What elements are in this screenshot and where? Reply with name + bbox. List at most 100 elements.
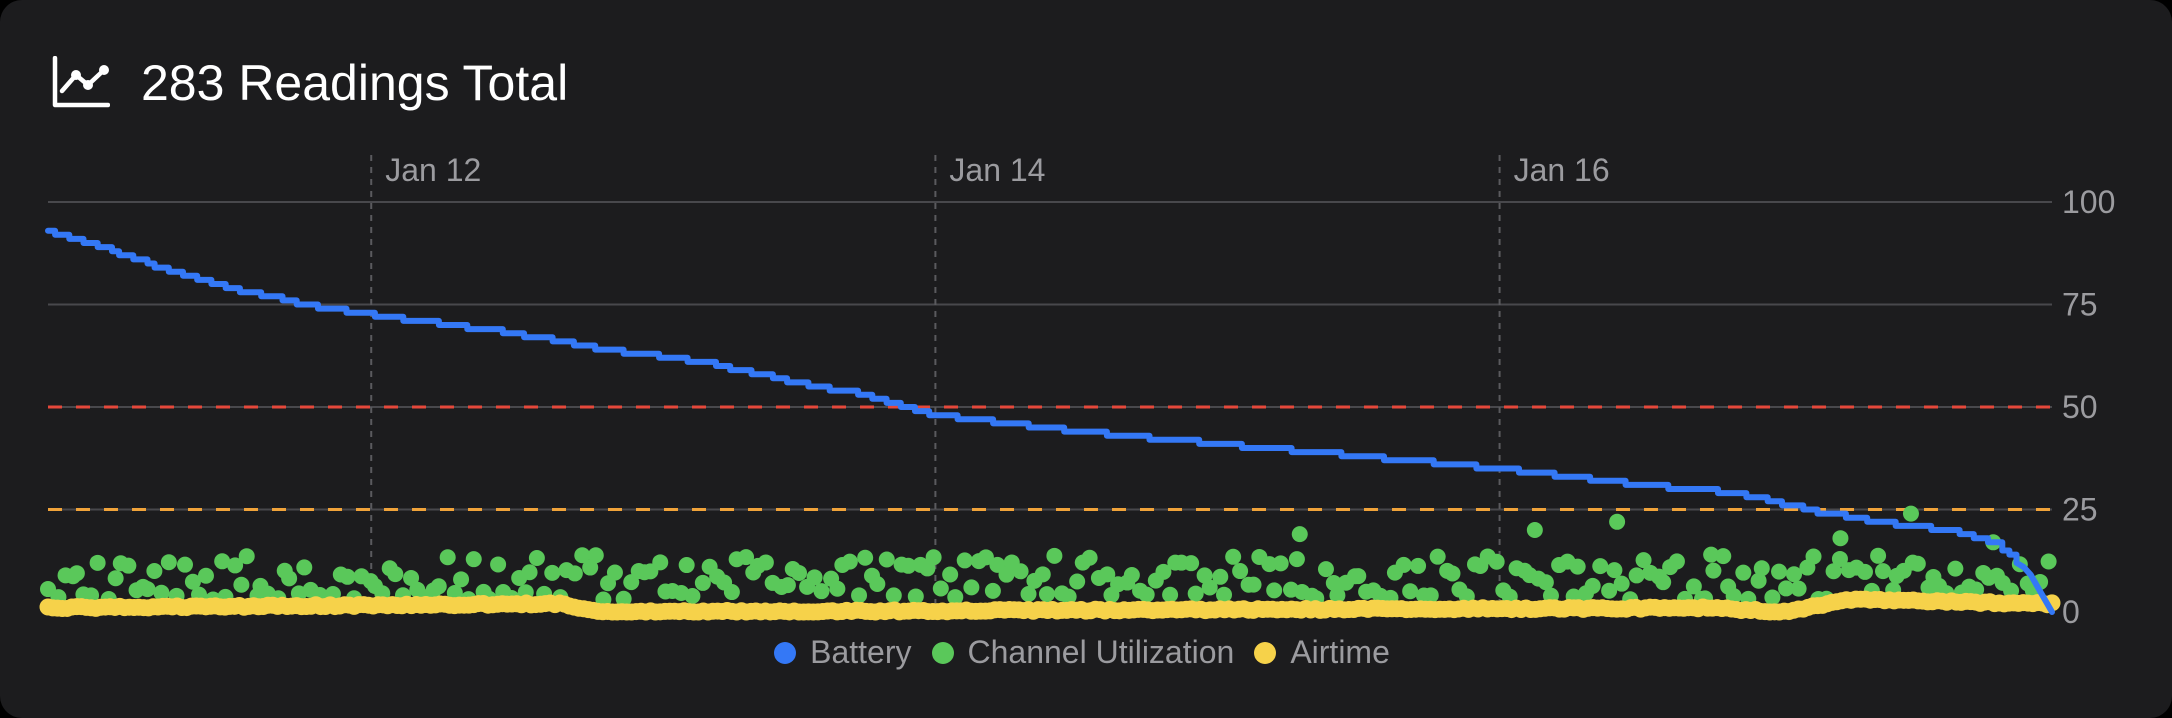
channel-utilization-point	[1225, 548, 1242, 565]
channel-utilization-point	[1155, 563, 1172, 580]
channel-utilization-point	[900, 557, 917, 574]
channel-utilization-point	[574, 547, 591, 564]
channel-utilization-point	[1329, 587, 1346, 604]
y-tick-label: 75	[2062, 287, 2098, 323]
y-tick-label: 0	[2062, 594, 2080, 630]
channel-utilization-point	[678, 557, 695, 574]
channel-utilization-point	[1212, 568, 1229, 585]
legend-dot	[1254, 641, 1277, 664]
channel-utilization-point	[1034, 566, 1051, 583]
channel-utilization-point	[1069, 573, 1086, 590]
airtime-series	[39, 590, 2061, 621]
channel-utilization-point	[521, 564, 538, 581]
channel-utilization-point	[1735, 564, 1752, 581]
channel-utilization-point	[1216, 586, 1233, 603]
channel-utilization-point	[738, 549, 755, 566]
channel-utilization-point	[1325, 575, 1342, 592]
channel-utilization-point	[566, 565, 583, 582]
x-tick-label: Jan 16	[1514, 152, 1610, 188]
channel-utilization-point	[1350, 568, 1367, 585]
x-tick-label: Jan 14	[949, 152, 1045, 188]
channel-utilization-point	[963, 579, 980, 596]
channel-utilization-point	[1020, 586, 1037, 603]
channel-utilization-point	[806, 569, 823, 586]
channel-utilization-point	[723, 584, 740, 601]
channel-utilization-point	[1187, 585, 1204, 602]
channel-utilization-point	[1422, 587, 1439, 604]
channel-utilization-point	[238, 548, 255, 565]
channel-utilization-point	[1201, 579, 1218, 596]
channel-utilization-point	[977, 549, 994, 566]
channel-utilization-point	[176, 556, 193, 573]
channel-utilization-point	[1288, 551, 1305, 568]
channel-utilization-point	[1628, 567, 1645, 584]
channel-utilization-point	[89, 554, 106, 571]
channel-utilization-point	[1606, 562, 1623, 579]
channel-utilization-point	[1703, 546, 1720, 563]
legend-label: Airtime	[1290, 634, 1390, 670]
channel-utilization-point	[1232, 563, 1249, 580]
channel-utilization-point	[1162, 586, 1179, 603]
channel-utilization-point	[684, 588, 701, 605]
channel-utilization-point	[1805, 548, 1822, 565]
channel-utilization-point	[1038, 586, 1055, 603]
channel-utilization-point	[439, 549, 456, 566]
channel-utilization-point	[1609, 513, 1626, 530]
channel-utilization-point	[1705, 562, 1722, 579]
channel-utilization-point	[1099, 566, 1116, 583]
channel-utilization-point	[998, 566, 1015, 583]
channel-utilization-point	[1874, 563, 1891, 580]
channel-utilization-point	[233, 576, 250, 593]
channel-utilization-point	[907, 588, 924, 605]
channel-utilization-point	[1613, 575, 1630, 592]
channel-utilization-point	[1592, 558, 1609, 575]
battery-series	[45, 227, 2055, 615]
channel-utilization-point	[813, 583, 830, 600]
channel-utilization-point	[984, 582, 1001, 599]
channel-utilization-point	[878, 551, 895, 568]
channel-utilization-point	[1753, 560, 1770, 577]
channel-utilization-point	[1902, 505, 1919, 522]
channel-utilization-point	[1488, 553, 1505, 570]
channel-utilization-point	[1825, 563, 1842, 580]
channel-utilization-point	[841, 553, 858, 570]
legend-dot	[931, 641, 954, 664]
x-axis: Jan 12 Jan 14 Jan 16	[370, 152, 1610, 612]
channel-utilization-point	[1856, 563, 1873, 580]
channel-utilization-point	[153, 584, 170, 601]
channel-utilization-point	[1060, 588, 1077, 605]
channel-utilization-point	[1832, 530, 1849, 547]
channel-utilization-point	[2040, 553, 2057, 570]
channel-utilization-point	[387, 566, 404, 583]
channel-utilization-point	[1715, 548, 1732, 565]
channel-utilization-point	[851, 587, 868, 604]
channel-utilization-point	[1909, 555, 1926, 572]
channel-utilization-point	[1395, 556, 1412, 573]
channel-utilization-point	[1778, 580, 1795, 597]
channel-utilization-point	[281, 570, 298, 587]
channel-utilization-point	[1635, 552, 1652, 569]
channel-utilization-point	[1947, 560, 1964, 577]
channel-utilization-point	[947, 589, 964, 606]
channel-utilization-point	[1272, 555, 1289, 572]
legend-item: Airtime	[1254, 634, 1398, 671]
channel-utilization-point	[544, 564, 561, 581]
channel-utilization-point	[453, 571, 470, 588]
channel-utilization-point	[1526, 522, 1543, 538]
legend-label: Battery	[810, 634, 912, 670]
channel-utilization-point	[942, 566, 959, 583]
channel-utilization-point	[1668, 553, 1685, 570]
channel-utilization-point	[146, 563, 163, 580]
channel-utilization-point	[1870, 547, 1887, 564]
channel-utilization-point	[465, 551, 482, 568]
channel-utilization-point	[1196, 567, 1213, 584]
channel-utilization-point	[1790, 580, 1807, 597]
channel-utilization-point	[1245, 576, 1262, 593]
channel-utilization-point	[1138, 586, 1155, 603]
legend-dot	[774, 641, 797, 664]
channel-utilization-point	[779, 577, 796, 594]
channel-utilization-point	[339, 568, 356, 585]
channel-utilization-point	[184, 573, 201, 590]
